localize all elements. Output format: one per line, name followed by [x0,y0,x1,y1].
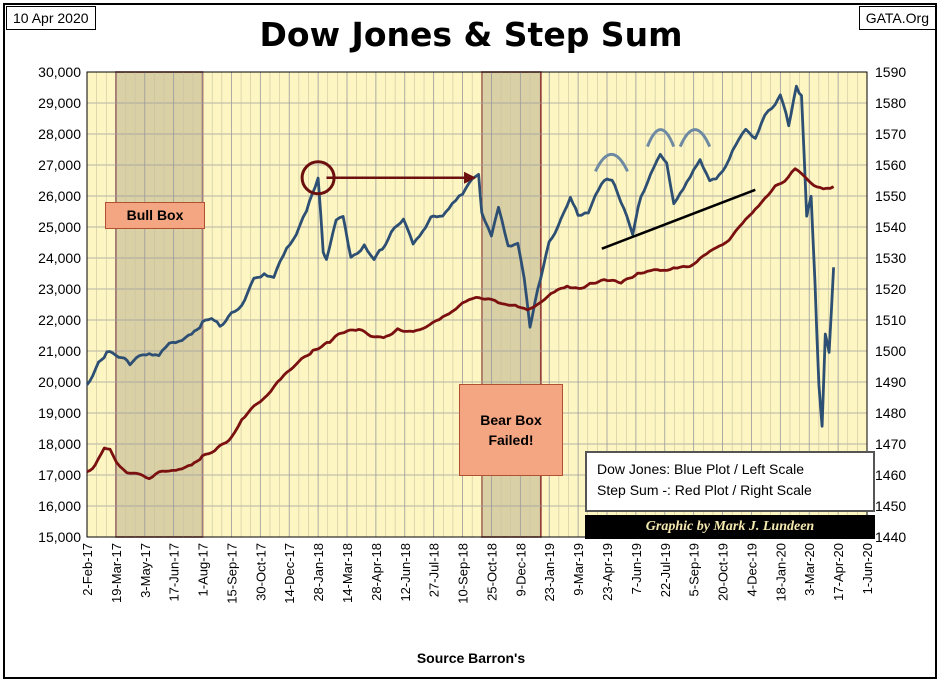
x-tick-label: 22-Jul-19 [658,543,673,597]
y-right-tick-label: 1540 [875,219,906,235]
y-left-tick-label: 19,000 [38,405,81,421]
x-tick-label: 10-Sep-18 [456,543,471,604]
y-right-tick-label: 1520 [875,281,906,297]
y-right-tick-label: 1500 [875,343,906,359]
x-tick-label: 17-Apr-20 [831,543,846,601]
x-tick-label: 28-Apr-18 [369,543,384,601]
y-right-tick-label: 1480 [875,405,906,421]
y-right-tick-label: 1440 [875,529,906,545]
y-left-tick-label: 24,000 [38,250,81,266]
x-tick-label: 18-Jan-20 [773,543,788,602]
x-tick-label: 25-Oct-18 [484,543,499,601]
y-left-tick-label: 28,000 [38,126,81,142]
y-left-tick-label: 25,000 [38,219,81,235]
y-left-tick-label: 23,000 [38,281,81,297]
x-tick-label: 3-Mar-20 [802,543,817,596]
x-tick-label: 27-Jul-18 [427,543,442,597]
y-right-tick-label: 1570 [875,126,906,142]
pattern-arc [678,128,712,148]
bull-box-label: Bull Box [105,202,205,229]
x-tick-label: 28-Jan-18 [311,543,326,602]
y-right-tick-label: 1560 [875,157,906,173]
x-tick-label: 12-Jun-18 [398,543,413,602]
date-label: 10 Apr 2020 [6,6,96,30]
y-right-tick-label: 1580 [875,95,906,111]
x-tick-label: 9-Mar-19 [571,543,586,596]
x-tick-label: 14-Mar-18 [340,543,355,603]
y-right-tick-label: 1470 [875,436,906,452]
x-tick-label: 20-Oct-19 [716,543,731,601]
y-left-tick-label: 30,000 [38,64,81,80]
step-sum-line [86,167,835,481]
y-left-tick-label: 29,000 [38,95,81,111]
y-left-tick-label: 27,000 [38,157,81,173]
source-label: GATA.Org [858,6,936,30]
x-tick-label: 23-Apr-19 [600,543,615,601]
y-left-tick-label: 16,000 [38,498,81,514]
y-right-tick-label: 1510 [875,312,906,328]
y-left-tick-label: 26,000 [38,188,81,204]
legend-dow-entry: Dow Jones: Blue Plot / Left Scale [597,461,804,477]
credit-banner: Graphic by Mark J. Lundeen [585,515,875,539]
x-tick-label: 9-Dec-18 [513,543,528,596]
legend: Dow Jones: Blue Plot / Left Scale Step S… [585,451,875,512]
y-right-tick-label: 1460 [875,467,906,483]
y-right-tick-label: 1530 [875,250,906,266]
trend-line [601,188,756,250]
x-tick-label: 19-Mar-17 [109,543,124,603]
plot-border [86,71,868,538]
x-tick-label: 7-Jun-19 [629,543,644,594]
arrow-head [464,171,477,184]
x-tick-label: 23-Jan-19 [542,543,557,602]
x-tick-label: 1-Aug-17 [196,543,211,596]
x-axis-label: Source Barron's [416,650,526,666]
pattern-arc [594,152,629,173]
y-right-tick-label: 1550 [875,188,906,204]
y-left-tick-label: 21,000 [38,343,81,359]
x-tick-label: 17-Jun-17 [167,543,182,602]
bear-box-label: Bear Box Failed! [459,384,563,476]
x-tick-label: 30-Oct-17 [253,543,268,601]
y-left-tick-label: 20,000 [38,374,81,390]
y-left-tick-label: 22,000 [38,312,81,328]
chart-title: Dow Jones & Step Sum [259,15,683,54]
x-tick-label: 5-Sep-19 [687,543,702,596]
x-tick-label: 14-Dec-17 [282,543,297,604]
y-right-tick-label: 1590 [875,64,906,80]
x-tick-label: 2-Feb-17 [80,543,95,596]
x-tick-label: 1-Jun-20 [860,543,875,594]
bull-box-region [115,71,204,538]
x-tick-label: 15-Sep-17 [224,543,239,604]
x-tick-label: 3-May-17 [138,543,153,598]
y-left-tick-label: 15,000 [38,529,81,545]
legend-stepsum-entry: Step Sum -: Red Plot / Right Scale [597,482,812,498]
x-tick-label: 4-Dec-19 [744,543,759,596]
y-left-tick-label: 18,000 [38,436,81,452]
dow-jones-line [85,84,835,428]
y-right-tick-label: 1450 [875,498,906,514]
pattern-arc [646,128,676,148]
y-left-tick-label: 17,000 [38,467,81,483]
y-right-tick-label: 1490 [875,374,906,390]
